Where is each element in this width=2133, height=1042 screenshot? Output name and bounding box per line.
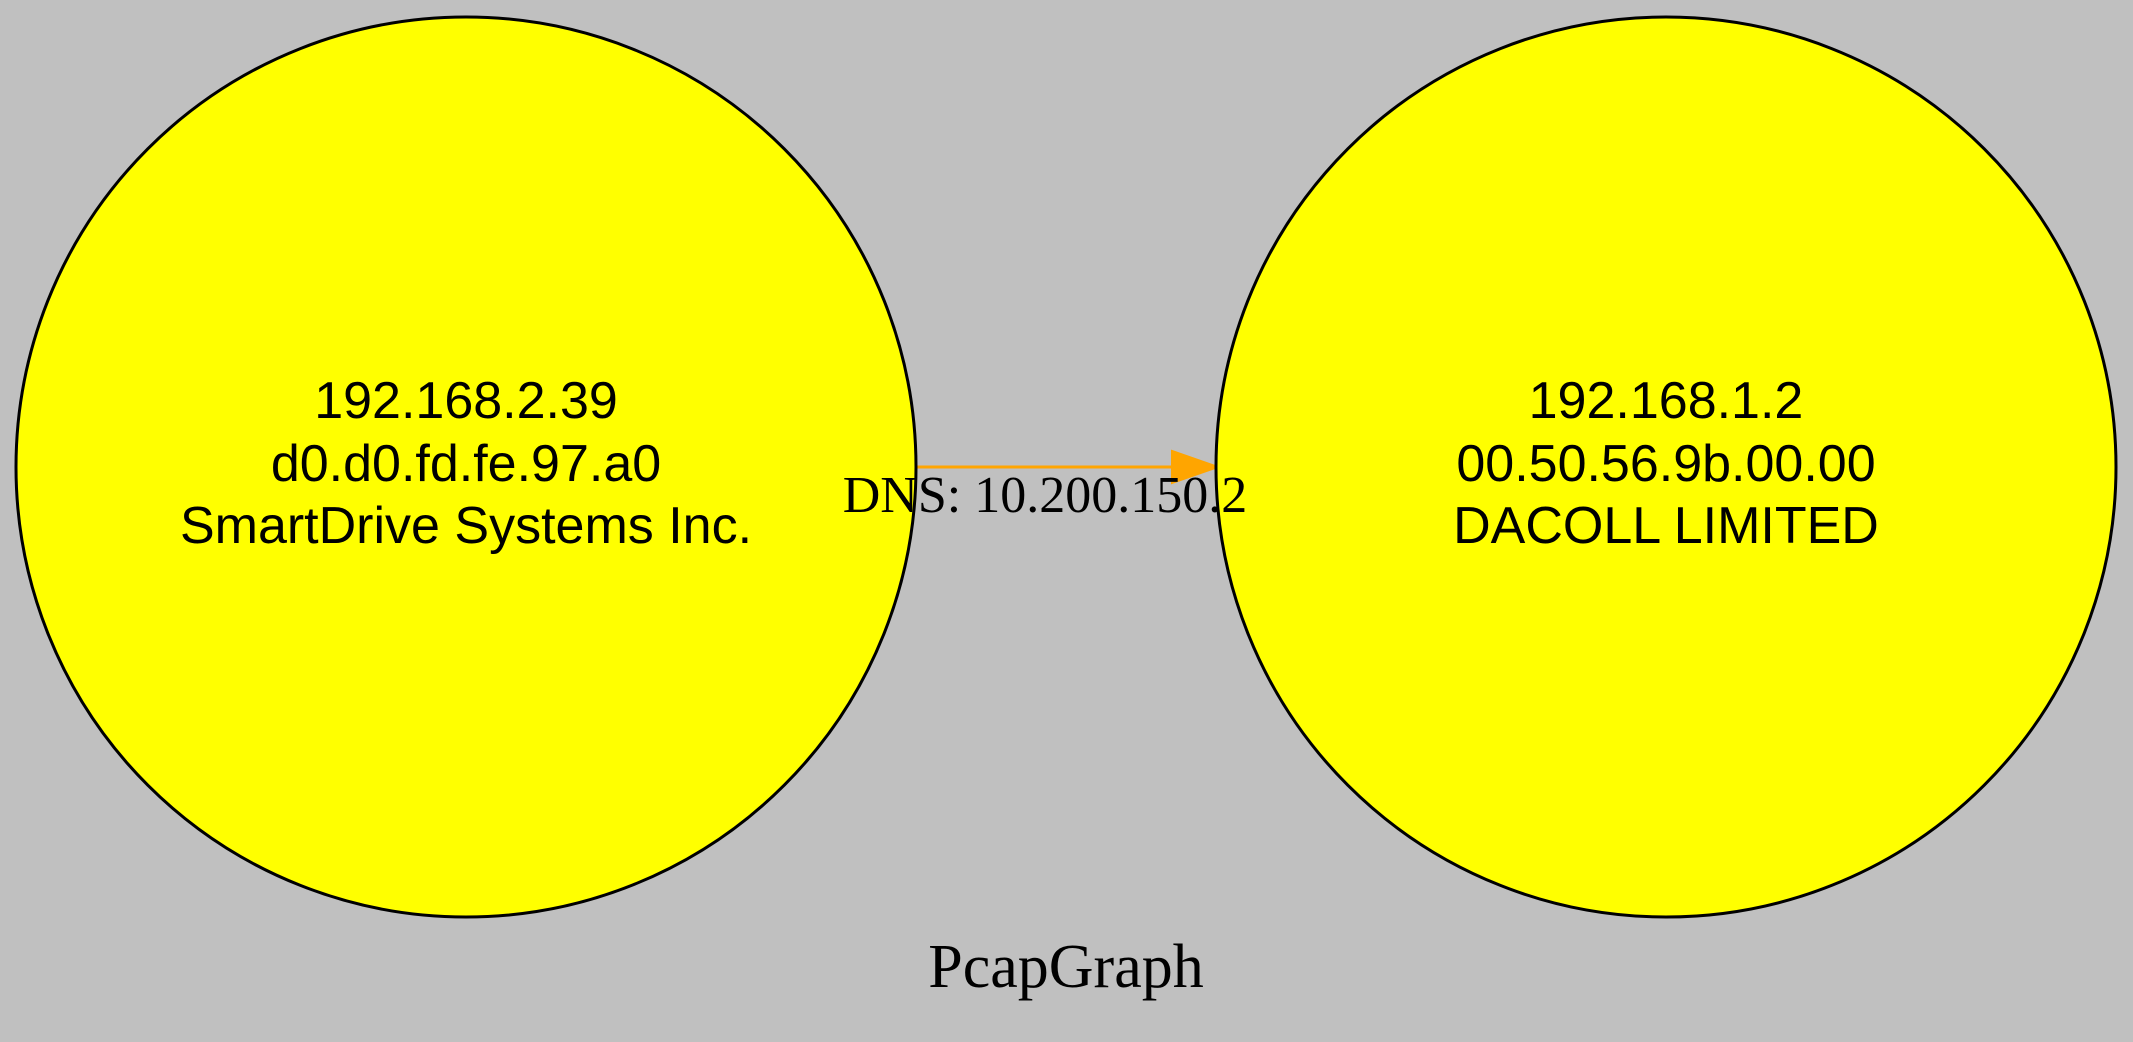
edge-label: DNS: 10.200.150.2 <box>843 467 1247 524</box>
host-node-2[interactable]: 192.168.1.2 00.50.56.9b.00.00 DACOLL LIM… <box>1214 15 2118 919</box>
host-node-1[interactable]: 192.168.2.39 d0.d0.fd.fe.97.a0 SmartDriv… <box>14 15 918 919</box>
node-vendor: DACOLL LIMITED <box>1453 497 1879 555</box>
node-mac: 00.50.56.9b.00.00 <box>1456 435 1875 493</box>
node-circle <box>14 15 918 919</box>
node-vendor: SmartDrive Systems Inc. <box>180 497 752 555</box>
node-ip: 192.168.1.2 <box>1529 372 1804 430</box>
edge-arrowhead <box>1171 449 1222 485</box>
node-ip: 192.168.2.39 <box>314 372 618 430</box>
node-mac: d0.d0.fd.fe.97.a0 <box>271 435 661 493</box>
edge-n1-n2 <box>916 449 1222 485</box>
graph-title: PcapGraph <box>928 933 1203 1001</box>
node-circle <box>1214 15 2118 919</box>
